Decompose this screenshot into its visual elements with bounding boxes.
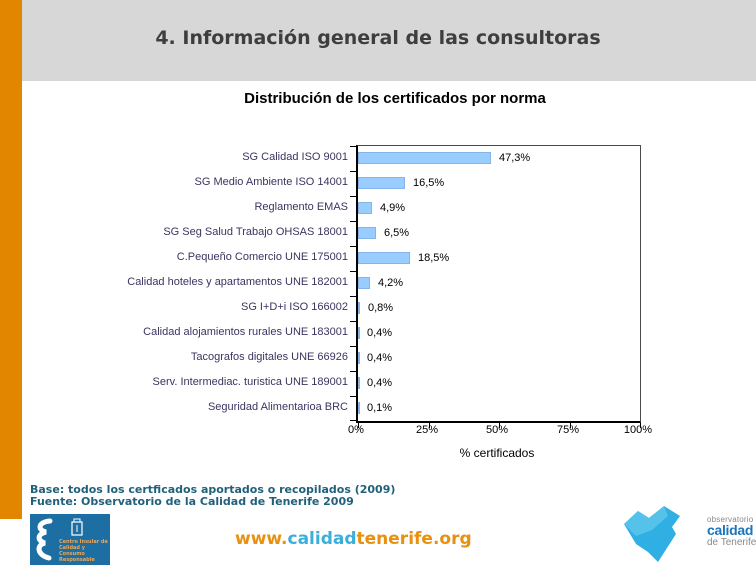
website-link[interactable]: www.calidadtenerife.org [235, 529, 472, 549]
bar [358, 202, 372, 214]
x-axis-tick [429, 423, 430, 428]
x-axis-tick [640, 423, 641, 428]
category-label: Serv. Intermediac. turistica UNE 189001 [152, 376, 348, 388]
x-axis-title: % certificados [459, 446, 535, 460]
base-note: Base: todos los certficados aportados o … [30, 483, 396, 496]
bar [358, 227, 376, 239]
bar [358, 252, 410, 264]
value-label: 4,2% [378, 277, 404, 289]
bar [358, 352, 360, 364]
value-label: 18,5% [418, 252, 450, 264]
bar [358, 402, 360, 414]
tenerife-island-icon [624, 506, 680, 562]
value-label: 0,4% [367, 377, 393, 389]
y-axis-tick [350, 346, 356, 347]
header-band [0, 0, 756, 81]
bar [358, 302, 360, 314]
y-axis-tick [350, 371, 356, 372]
category-label: SG Medio Ambiente ISO 14001 [194, 176, 348, 188]
bar [358, 177, 405, 189]
bar [358, 327, 360, 339]
calidad-label: calidad [707, 522, 754, 538]
category-label: Calidad hoteles y apartamentos UNE 18200… [127, 276, 348, 288]
category-label: Reglamento EMAS [254, 201, 348, 213]
x-tick-label: 75% [556, 424, 580, 436]
value-label: 0,8% [368, 302, 394, 314]
bar [358, 152, 491, 164]
centro-insular-label: Centro Insular de Calidad y Consumo Resp… [59, 539, 108, 563]
x-axis-tick [358, 423, 359, 428]
centro-insular-logo: Centro Insular de Calidad y Consumo Resp… [30, 514, 110, 565]
link-part-tenerife: tenerife.org [356, 529, 472, 549]
y-axis-tick [350, 396, 356, 397]
x-axis-tick [499, 423, 500, 428]
link-part-calidad: calidad [287, 529, 357, 549]
value-label: 16,5% [413, 177, 445, 189]
y-axis-tick [350, 171, 356, 172]
category-labels: SG Calidad ISO 9001 SG Medio Ambiente ISO… [30, 145, 352, 420]
y-axis-tick [350, 246, 356, 247]
value-label: 4,9% [380, 202, 406, 214]
category-label: C.Pequeño Comercio UNE 175001 [176, 251, 348, 263]
observatorio-wordmark: observatorio calidad de Tenerife [707, 515, 756, 548]
x-tick-label: 50% [485, 424, 509, 436]
bar [358, 277, 370, 289]
chart-title: Distribución de los certificados por nor… [244, 90, 546, 107]
y-axis-tick [350, 420, 356, 421]
x-tick-label: 100% [623, 424, 653, 436]
accent-orange-bar [0, 0, 22, 519]
observatorio-label: observatorio [707, 515, 754, 524]
squiggle-icon [36, 518, 53, 561]
x-axis-tick [570, 423, 571, 428]
plot-area: 47,3% 16,5% 4,9% 6,5% 18,5% 4,2% 0,8% 0,4% 0,4% 0… [350, 145, 641, 428]
de-tenerife-label: de Tenerife [707, 537, 756, 548]
value-label: 0,1% [367, 402, 393, 414]
y-axis-tick [350, 296, 356, 297]
category-label: SG I+D+i ISO 166002 [240, 301, 348, 313]
value-label: 0,4% [367, 327, 393, 339]
y-axis-tick [350, 146, 356, 147]
category-label: SG Seg Salud Trabajo OHSAS 18001 [163, 226, 348, 238]
y-axis-tick [350, 271, 356, 272]
category-label: SG Calidad ISO 9001 [242, 151, 348, 163]
bar [358, 377, 360, 389]
y-axis-tick [350, 196, 356, 197]
x-tick-label: 0% [348, 424, 364, 436]
emblem-icon [71, 518, 83, 536]
category-label: Tacografos digitales UNE 66926 [190, 351, 348, 363]
y-axis-tick [350, 221, 356, 222]
link-part-www: www. [235, 529, 288, 549]
value-label: 47,3% [499, 152, 531, 164]
category-label: Seguridad Alimentarioa BRC [207, 401, 348, 413]
y-axis-tick [350, 321, 356, 322]
x-tick-label: 25% [415, 424, 439, 436]
source-note: Fuente: Observatorio de la Calidad de Te… [30, 495, 354, 508]
observatorio-logo: observatorio calidad de Tenerife [610, 500, 756, 565]
slide-title: 4. Información general de las consultora… [155, 27, 601, 49]
category-label: Calidad alojamientos rurales UNE 183001 [143, 326, 348, 338]
x-tick-labels: 0% 25% 50% 75% 100% [348, 424, 652, 438]
value-label: 0,4% [367, 352, 393, 364]
value-label: 6,5% [384, 227, 410, 239]
